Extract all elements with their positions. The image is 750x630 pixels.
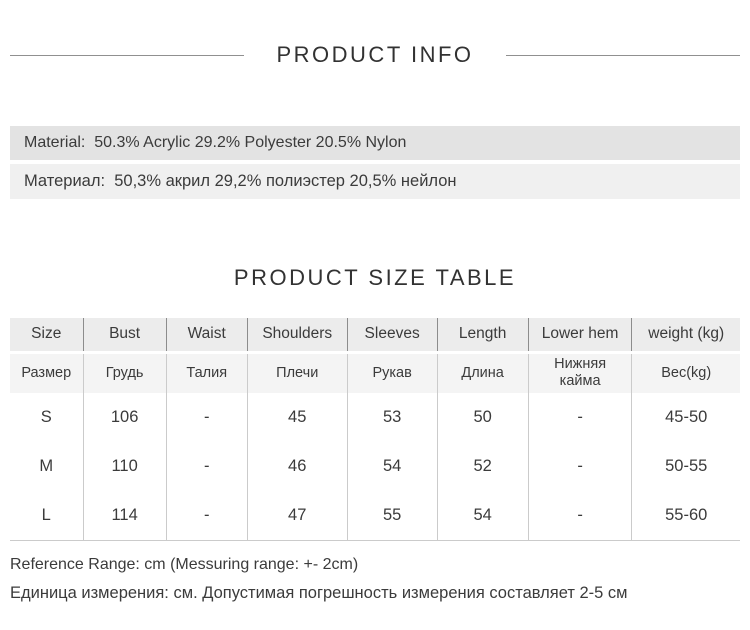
header-size: Size: [10, 318, 84, 354]
header-lower-hem-ru-label: Нижняя кайма: [554, 356, 607, 390]
header-shoulders-ru: Плечи: [247, 352, 348, 393]
size-row-s: S 106 - 45 53 50 - 45-50: [10, 393, 740, 442]
material-line-ru: Материал: 50,3% акрил 29,2% полиэстер 20…: [10, 164, 740, 199]
header-waist: Waist: [166, 318, 248, 354]
size-table: Size Bust Waist Shoulders Sleeves Length…: [10, 318, 740, 541]
cell-weight: 45-50: [631, 393, 740, 442]
reference-range-en: Reference Range: cm (Messuring range: +-…: [10, 556, 359, 573]
product-info-title: PRODUCT INFO: [276, 42, 474, 67]
title-right-rule: [505, 54, 741, 56]
size-row-m: M 110 - 46 54 52 - 50-55: [10, 442, 740, 491]
cell-weight: 50-55: [631, 442, 740, 491]
header-lower-hem-ru: Нижняя кайма: [528, 352, 633, 393]
header-bust: Bust: [83, 318, 167, 354]
cell-size: S: [10, 393, 84, 442]
cell-bust: 110: [83, 442, 167, 491]
cell-lower-hem: -: [528, 393, 633, 442]
size-table-title: PRODUCT SIZE TABLE: [233, 265, 517, 290]
reference-range-ru: Единица измерения: см. Допустимая погреш…: [10, 584, 628, 602]
header-size-ru: Размер: [10, 352, 84, 393]
cell-lower-hem: -: [528, 491, 633, 541]
header-weight-ru: Вес(kg): [631, 352, 740, 393]
header-waist-ru: Талия: [166, 352, 248, 393]
size-row-l: L 114 - 47 55 54 - 55-60: [10, 491, 740, 541]
cell-length: 52: [437, 442, 529, 491]
header-sleeves: Sleeves: [347, 318, 438, 354]
cell-sleeves: 55: [347, 491, 438, 541]
cell-shoulders: 46: [247, 442, 348, 491]
cell-bust: 114: [83, 491, 167, 541]
cell-sleeves: 53: [347, 393, 438, 442]
header-length: Length: [437, 318, 529, 354]
title-left-rule: [10, 54, 245, 56]
header-lower-hem: Lower hem: [528, 318, 633, 354]
header-weight: weight (kg): [631, 318, 740, 354]
cell-waist: -: [166, 442, 248, 491]
cell-shoulders: 47: [247, 491, 348, 541]
cell-size: M: [10, 442, 84, 491]
header-length-ru: Длина: [437, 352, 529, 393]
header-shoulders: Shoulders: [247, 318, 348, 354]
cell-size: L: [10, 491, 84, 541]
material-line-en: Material: 50.3% Acrylic 29.2% Polyester …: [10, 126, 740, 160]
cell-bust: 106: [83, 393, 167, 442]
size-table-grid: Size Bust Waist Shoulders Sleeves Length…: [10, 318, 740, 541]
cell-waist: -: [166, 491, 248, 541]
header-sleeves-ru: Рукав: [347, 352, 438, 393]
cell-length: 54: [437, 491, 529, 541]
cell-shoulders: 45: [247, 393, 348, 442]
cell-sleeves: 54: [347, 442, 438, 491]
header-bust-ru: Грудь: [83, 352, 167, 393]
header-row-en: Size Bust Waist Shoulders Sleeves Length…: [10, 318, 740, 354]
cell-waist: -: [166, 393, 248, 442]
cell-length: 50: [437, 393, 529, 442]
cell-weight: 55-60: [631, 491, 740, 541]
header-row-ru: Размер Грудь Талия Плечи Рукав Длина Ниж…: [10, 352, 740, 393]
cell-lower-hem: -: [528, 442, 633, 491]
product-info-header: PRODUCT INFO: [0, 42, 750, 68]
